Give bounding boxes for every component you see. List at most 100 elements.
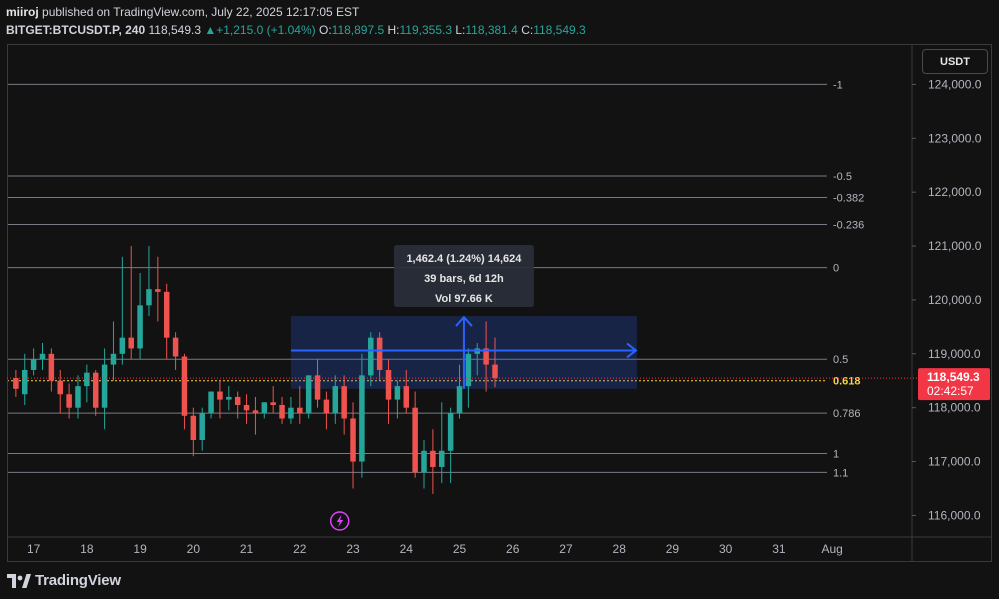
candle-up[interactable] [39, 353, 46, 360]
arrow-head-up-icon [455, 315, 473, 327]
candle-up[interactable] [84, 372, 90, 387]
time-tick-label: 27 [559, 542, 573, 556]
candle-down[interactable] [341, 386, 347, 419]
time-tick-label: 24 [400, 542, 414, 556]
fib-level-label: -0.236 [833, 219, 864, 231]
price-change: +1,215.0 (+1.04%) [216, 23, 316, 37]
candle-up[interactable] [421, 450, 427, 473]
time-tick-label: 22 [293, 542, 307, 556]
candle-down[interactable] [217, 391, 223, 400]
candle-up[interactable] [21, 369, 28, 395]
candle-down[interactable] [190, 415, 197, 441]
measure-price-change: 1,462.4 (1.24%) 14,624 [406, 253, 522, 265]
candle-up[interactable] [261, 402, 268, 414]
close-label: C: [521, 23, 534, 37]
candle-down[interactable] [297, 407, 303, 414]
close-value: 118,549.3 [533, 23, 586, 37]
published-text: published on TradingView.com, July 22, 2… [42, 5, 360, 19]
candle-down[interactable] [350, 418, 356, 462]
low-value: 118,381.4 [465, 23, 518, 37]
candle-up[interactable] [332, 386, 339, 414]
candle-up[interactable] [208, 391, 214, 414]
currency-button[interactable]: USDT [922, 49, 988, 74]
candle-down[interactable] [376, 337, 383, 370]
candle-up[interactable] [288, 407, 294, 419]
fib-level-label: 0.786 [833, 408, 861, 420]
candle-down[interactable] [181, 356, 188, 416]
candle-down[interactable] [66, 394, 72, 408]
candle-up[interactable] [146, 289, 152, 306]
candle-down[interactable] [163, 291, 170, 338]
candle-up[interactable] [101, 364, 108, 408]
candle-up[interactable] [465, 353, 472, 387]
measure-bars-duration: 39 bars, 6d 12h [424, 273, 504, 285]
candle-down[interactable] [92, 372, 99, 408]
candle-down[interactable] [270, 402, 276, 405]
tradingview-logo[interactable]: TradingView [7, 572, 121, 589]
high-value: 119,355.3 [399, 23, 453, 37]
candle-up[interactable] [394, 386, 401, 400]
time-tick-label: 29 [666, 542, 680, 556]
candle-up[interactable] [439, 450, 445, 467]
time-tick-label: Aug [821, 542, 842, 556]
price-tick-label: 118,000.0 [928, 401, 981, 415]
chart-header: miiroj published on TradingView.com, Jul… [0, 0, 999, 44]
time-tick-label: 26 [506, 542, 520, 556]
candle-down[interactable] [13, 378, 19, 389]
low-label: L: [455, 23, 466, 37]
candle-down[interactable] [323, 399, 330, 414]
candle-up[interactable] [30, 359, 37, 370]
candle-down[interactable] [252, 410, 259, 414]
fib-level-label: 1.1 [833, 467, 848, 479]
price-tick-label: 124,000.0 [928, 77, 982, 91]
candle-up[interactable] [75, 386, 81, 408]
candle-down[interactable] [430, 450, 436, 467]
candle-down[interactable] [234, 396, 241, 405]
time-tick-label: 20 [187, 542, 201, 556]
fib-level-label: -0.382 [833, 193, 864, 205]
price-tag[interactable] [918, 368, 990, 401]
candle-down[interactable] [385, 369, 392, 400]
symbol-name[interactable]: BITGET:BTCUSDT.P, 240 [6, 23, 146, 37]
candle-down[interactable] [314, 375, 321, 400]
candle-up[interactable] [110, 353, 117, 365]
candle-down[interactable] [492, 364, 498, 379]
time-tick-label: 31 [772, 542, 786, 556]
fib-level-label: 0.5 [833, 354, 848, 366]
time-tick-label: 18 [80, 542, 94, 556]
candle-down[interactable] [412, 407, 418, 473]
candle-down[interactable] [403, 386, 410, 408]
candle-up[interactable] [359, 375, 365, 462]
candle-up[interactable] [447, 413, 454, 451]
candle-down[interactable] [57, 380, 63, 395]
candle-up[interactable] [199, 413, 205, 441]
candle-down[interactable] [243, 404, 250, 411]
candle-up[interactable] [305, 375, 312, 414]
candle-up[interactable] [137, 305, 143, 349]
author-name[interactable]: miiroj [6, 5, 39, 19]
bar-countdown: 02:42:57 [927, 384, 974, 398]
fib-level-label: -0.5 [833, 171, 852, 183]
time-tick-label: 19 [133, 542, 147, 556]
candle-down[interactable] [483, 348, 489, 365]
event-circle[interactable] [329, 511, 350, 531]
candle-up[interactable] [456, 386, 463, 414]
candle-down[interactable] [155, 289, 161, 292]
candle-down[interactable] [48, 353, 55, 381]
price-tick-label: 122,000.0 [928, 185, 982, 199]
change-up-icon: ▲ [204, 23, 217, 37]
chart-pane[interactable] [7, 44, 992, 562]
fib-level-label: 0.618 [833, 376, 861, 388]
candle-up[interactable] [226, 396, 232, 400]
candle-down[interactable] [279, 404, 285, 419]
candle-down[interactable] [128, 337, 134, 349]
candle-down[interactable] [172, 337, 179, 357]
candle-up[interactable] [119, 337, 126, 354]
last-price: 118,549.3 [148, 23, 202, 37]
price-tick-label: 119,000.0 [928, 347, 981, 361]
open-value: 118,897.5 [331, 23, 385, 37]
fib-level-label: -1 [833, 79, 843, 91]
candle-up[interactable] [368, 337, 374, 376]
tradingview-logo-icon [7, 573, 31, 588]
